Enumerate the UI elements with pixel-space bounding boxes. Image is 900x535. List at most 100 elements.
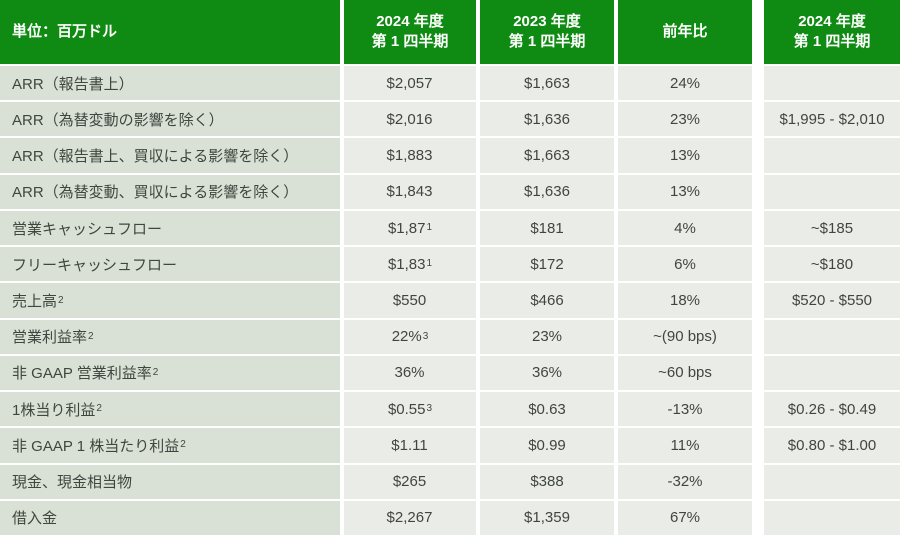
value-outlook: ~$180 (764, 247, 900, 282)
value-outlook: $1,995 - $2,010 (764, 102, 900, 137)
value-outlook (764, 500, 900, 535)
row-label-text: フリーキャッシュフロー (12, 256, 178, 274)
value-2024-q1: 36% (344, 355, 476, 391)
value-2024-text: 22% (391, 328, 422, 346)
column-header-2023-q1-line1: 2023 年度 (513, 12, 581, 30)
value-2024-text: $1,843 (386, 183, 433, 201)
row-label: ARR（報告書上、買収による影響を除く） (0, 138, 340, 173)
value-2024-text: $550 (392, 292, 427, 310)
value-yoy: 13% (618, 174, 752, 209)
value-2024-q1: $265 (344, 464, 476, 499)
unit-label-text: 単位：百万ドル (12, 22, 118, 40)
value-2023-q1: $172 (480, 247, 614, 282)
row-label-text: 非 GAAP 営業利益率 (12, 365, 152, 383)
table-header-row: 単位：百万ドル 2024 年度 第 1 四半期 2023 年度 第 1 四半期 … (0, 0, 900, 64)
value-2024-text: $2,057 (386, 74, 433, 92)
table-row-operating-cash-flow: 営業キャッシュフロー $1,87 1 $181 4% ~$185 (0, 210, 900, 246)
value-yoy: 67% (618, 500, 752, 535)
value-outlook: $0.26 - $0.49 (764, 392, 900, 427)
table-row-non-gaap-operating-margin: 非 GAAP 営業利益率 2 36% 36% ~60 bps (0, 355, 900, 391)
value-2023-q1: 36% (480, 355, 614, 391)
value-2023-q1: $1,636 (480, 174, 614, 209)
value-yoy: ~(90 bps) (618, 319, 752, 354)
value-2023-q1: $1,663 (480, 66, 614, 101)
row-label-text: 営業キャッシュフロー (12, 220, 163, 238)
value-2023-q1: $1,663 (480, 138, 614, 173)
value-2024-text: $1,83 (387, 255, 426, 273)
column-header-2024-q1-line2: 第 1 四半期 (371, 33, 449, 50)
table-row-arr-reported-ex-acquisition: ARR（報告書上、買収による影響を除く） $1,883 $1,663 13% (0, 138, 900, 173)
column-header-outlook-2024-q1: 2024 年度 第 1 四半期 (764, 0, 900, 64)
row-label-text: 営業利益率 (12, 329, 88, 347)
column-header-outlook-line1: 2024 年度 (798, 12, 866, 30)
row-label-text: 売上高 (12, 293, 58, 311)
value-outlook: ~$185 (764, 210, 900, 246)
value-2024-q1: $0.55 3 (344, 392, 476, 427)
value-2024-q1: 22% 3 (344, 319, 476, 354)
row-label-text: ARR（報告書上、買収による影響を除く） (12, 148, 299, 166)
value-2024-q1: $1,843 (344, 174, 476, 209)
value-2023-q1: $388 (480, 464, 614, 499)
value-outlook: $520 - $550 (764, 283, 900, 318)
table-row-non-gaap-eps: 非 GAAP 1 株当たり利益 2 $1.11 $0.99 11% $0.80 -… (0, 428, 900, 463)
value-outlook: $0.80 - $1.00 (764, 428, 900, 463)
value-2024-q1: $1,87 1 (344, 210, 476, 246)
table-row-arr-constant-currency: ARR（為替変動の影響を除く） $2,016 $1,636 23% $1,995… (0, 102, 900, 137)
value-2024-q1: $1.11 (344, 428, 476, 463)
row-label: ARR（為替変動、買収による影響を除く） (0, 174, 340, 209)
row-label-text: ARR（報告書上） (12, 75, 134, 93)
table-row-arr-reported: ARR（報告書上） $2,057 $1,663 24% (0, 66, 900, 101)
row-label: 非 GAAP 営業利益率 2 (0, 355, 340, 391)
value-yoy: -13% (618, 392, 752, 427)
row-label: 現金、現金相当物 (0, 464, 340, 499)
table-row-arr-cc-ex-acquisition: ARR（為替変動、買収による影響を除く） $1,843 $1,636 13% (0, 174, 900, 209)
value-2024-q1: $2,057 (344, 66, 476, 101)
value-outlook (764, 174, 900, 209)
value-yoy: 24% (618, 66, 752, 101)
value-2024-text: $2,267 (386, 509, 433, 527)
value-yoy: 6% (618, 247, 752, 282)
column-header-2023-q1-lines: 2023 年度 第 1 四半期 (509, 12, 586, 53)
value-outlook (764, 464, 900, 499)
value-2024-text: $1,883 (386, 147, 433, 165)
row-label-text: ARR（為替変動の影響を除く） (12, 111, 224, 129)
column-header-2023-q1-line2: 第 1 四半期 (508, 33, 586, 50)
value-2023-q1: $1,636 (480, 102, 614, 137)
table-row-cash-and-equivalents: 現金、現金相当物 $265 $388 -32% (0, 464, 900, 499)
row-label: 1株当り利益 2 (0, 392, 340, 427)
row-label: 営業キャッシュフロー (0, 210, 340, 246)
value-yoy: 4% (618, 210, 752, 246)
column-header-outlook-line2: 第 1 四半期 (793, 33, 871, 50)
value-2024-text: $0.55 (387, 400, 426, 418)
row-label: 売上高 2 (0, 283, 340, 318)
row-label-text: 1株当り利益 (12, 401, 96, 419)
column-header-2024-q1-line1: 2024 年度 (376, 12, 444, 30)
table-row-eps: 1株当り利益 2 $0.55 3 $0.63 -13% $0.26 - $0.49 (0, 392, 900, 427)
row-label: 営業利益率 2 (0, 319, 340, 354)
column-header-yoy-text: 前年比 (662, 22, 708, 40)
value-yoy: 11% (618, 428, 752, 463)
column-header-2024-q1: 2024 年度 第 1 四半期 (344, 0, 476, 64)
value-yoy: ~60 bps (618, 355, 752, 391)
value-outlook (764, 66, 900, 101)
table-row-free-cash-flow: フリーキャッシュフロー $1,83 1 $172 6% ~$180 (0, 247, 900, 282)
table-row-operating-margin: 営業利益率 2 22% 3 23% ~(90 bps) (0, 319, 900, 354)
value-2023-q1: $0.63 (480, 392, 614, 427)
column-header-2024-q1-lines: 2024 年度 第 1 四半期 (372, 12, 449, 53)
row-label: フリーキャッシュフロー (0, 247, 340, 282)
value-yoy: 18% (618, 283, 752, 318)
value-yoy: 23% (618, 102, 752, 137)
value-yoy: 13% (618, 138, 752, 173)
value-outlook (764, 319, 900, 354)
value-2023-q1: 23% (480, 319, 614, 354)
value-2024-text: 36% (394, 364, 425, 382)
value-2024-q1: $2,267 (344, 500, 476, 535)
value-2024-text: $265 (392, 473, 427, 491)
table-row-revenue: 売上高 2 $550 $466 18% $520 - $550 (0, 283, 900, 318)
column-header-2023-q1: 2023 年度 第 1 四半期 (480, 0, 614, 64)
value-2024-text: $2,016 (386, 110, 433, 128)
value-2023-q1: $0.99 (480, 428, 614, 463)
table-row-borrowings: 借入金 $2,267 $1,359 67% (0, 500, 900, 535)
column-header-yoy: 前年比 (618, 0, 752, 64)
